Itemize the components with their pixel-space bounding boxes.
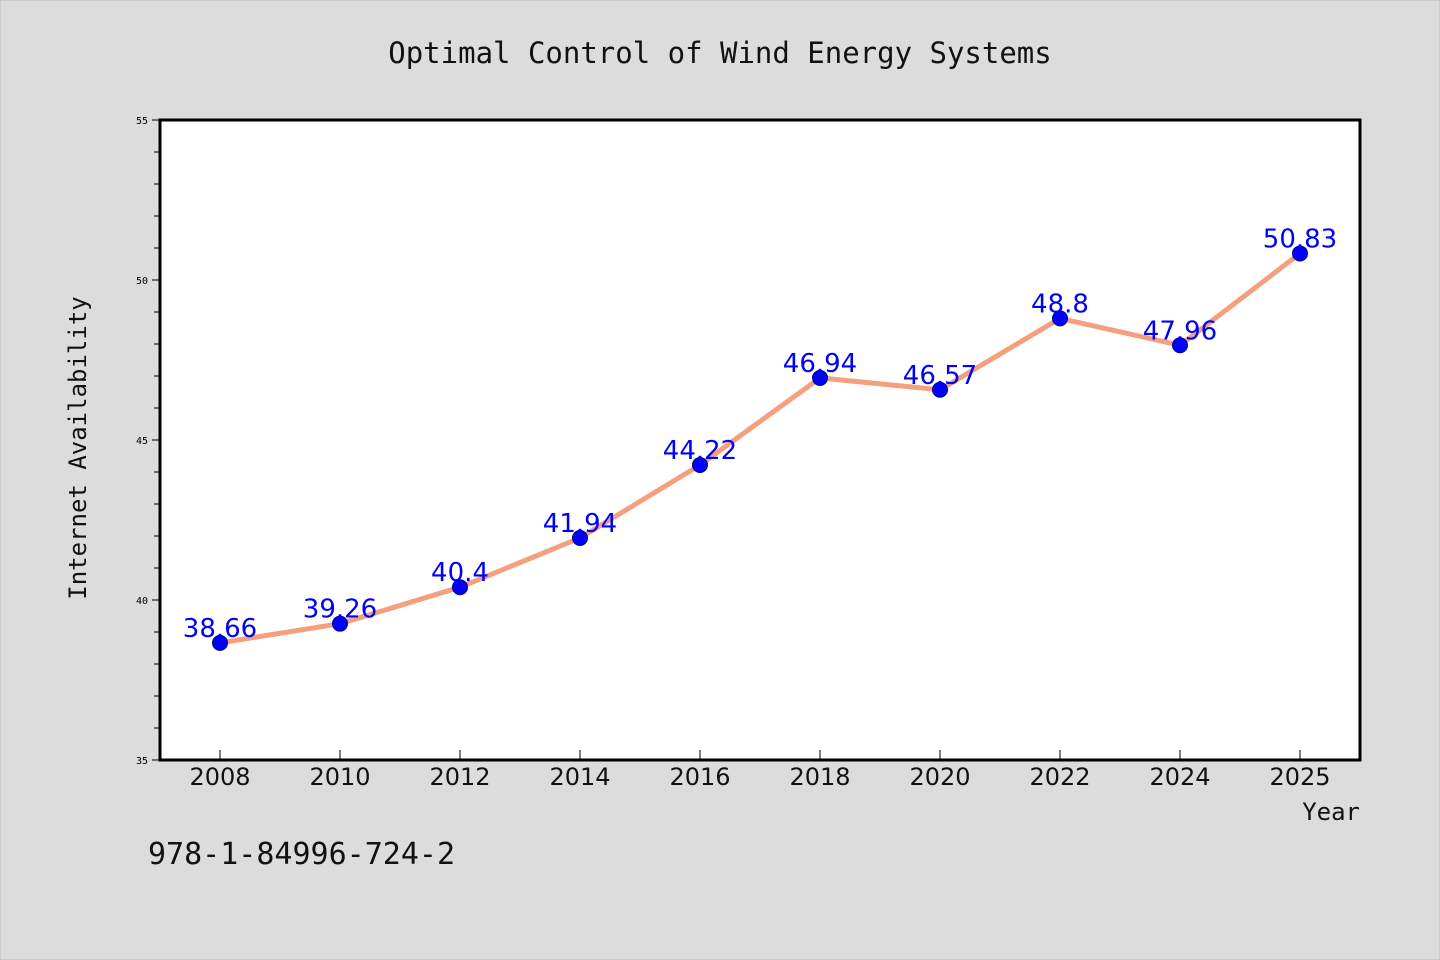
x-tick-label: 2024 <box>1149 763 1210 791</box>
data-point <box>812 369 828 386</box>
data-label: 40.4 <box>431 558 489 588</box>
x-tick-label: 2012 <box>429 763 490 791</box>
x-tick-label: 2008 <box>189 763 250 791</box>
footnote-isbn: 978-1-84996-724-2 <box>148 837 455 872</box>
y-tick-label: 40 <box>136 596 148 607</box>
x-tick-label: 2014 <box>549 763 610 791</box>
x-axis: 2008 2010 2012 2014 2016 2018 2020 2022 2024 2025 <box>189 750 1331 791</box>
data-label: 38.66 <box>183 614 257 644</box>
data-labels: 38.66 39.26 40.4 41.94 44.22 46.94 46.57 48.8 47… <box>183 224 1337 643</box>
x-tick-label: 2010 <box>309 763 370 791</box>
x-tick-label: 2022 <box>1029 763 1090 791</box>
data-point <box>932 381 948 398</box>
data-label: 41.94 <box>543 509 617 539</box>
y-tick-label: 55 <box>136 116 148 127</box>
series-markers <box>212 245 1308 651</box>
data-label: 47.96 <box>1143 316 1217 346</box>
x-tick-label: 2025 <box>1269 763 1330 791</box>
data-label: 39.26 <box>303 595 377 625</box>
data-point <box>692 456 708 473</box>
data-point <box>1292 245 1308 262</box>
y-axis-label: Internet Availability <box>64 296 92 599</box>
data-label: 46.94 <box>783 349 857 379</box>
y-axis: 35 40 45 50 55 <box>136 116 160 767</box>
x-tick-label: 2018 <box>789 763 850 791</box>
y-tick-label: 45 <box>136 436 148 447</box>
data-point <box>212 634 228 651</box>
data-label: 46.57 <box>903 361 977 391</box>
y-tick-label: 35 <box>136 756 148 767</box>
data-label: 48.8 <box>1031 289 1089 319</box>
chart-title: Optimal Control of Wind Energy Systems <box>388 36 1051 70</box>
plot-area <box>158 118 1362 762</box>
data-point <box>452 579 468 596</box>
series-line <box>217 250 1303 646</box>
data-label: 44.22 <box>663 436 737 466</box>
data-point <box>332 615 348 632</box>
data-point <box>572 529 588 546</box>
data-point <box>1052 310 1068 327</box>
y-tick-label: 50 <box>136 276 148 287</box>
data-point <box>1172 337 1188 354</box>
x-tick-label: 2020 <box>909 763 970 791</box>
x-axis-label: Year <box>1302 798 1360 826</box>
data-label: 50.83 <box>1263 224 1337 254</box>
x-tick-label: 2016 <box>669 763 730 791</box>
